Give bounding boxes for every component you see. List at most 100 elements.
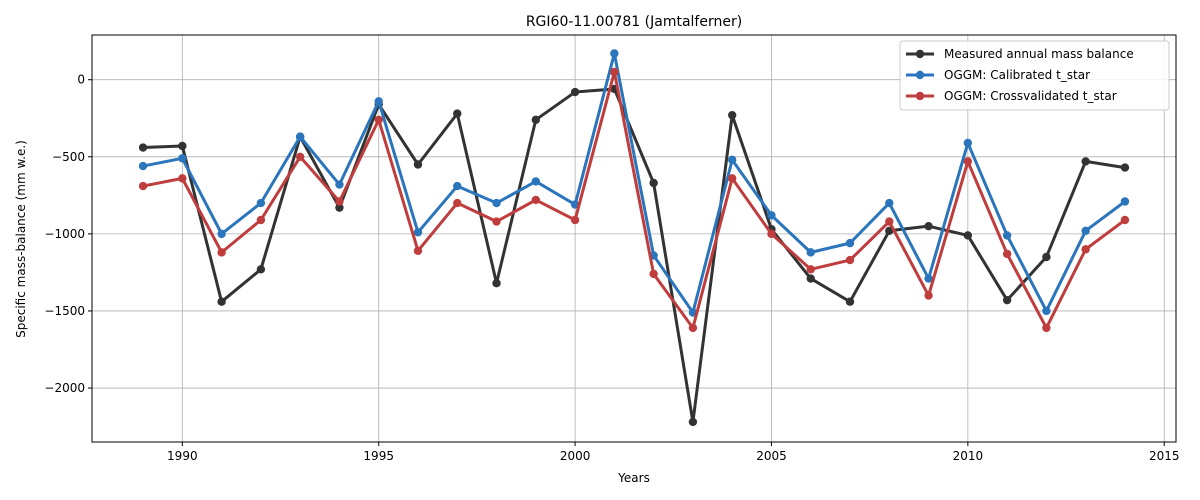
data-point	[492, 279, 501, 288]
data-point	[845, 255, 855, 265]
x-tick-label: 2000	[560, 449, 591, 463]
x-tick-label: 1995	[363, 449, 394, 463]
data-point	[413, 160, 423, 169]
data-point	[453, 181, 462, 191]
legend-label: OGGM: Calibrated t_star	[944, 68, 1090, 82]
legend-item: OGGM: Crossvalidated t_star	[906, 89, 1117, 103]
data-point	[1120, 163, 1130, 172]
series-3	[138, 67, 1130, 333]
legend-item: Measured annual mass balance	[906, 47, 1134, 61]
data-point	[963, 138, 973, 148]
data-point	[610, 67, 619, 77]
x-tick-label: 2015	[1149, 449, 1180, 463]
data-point	[374, 115, 383, 124]
data-point	[727, 174, 737, 183]
data-point	[924, 274, 933, 283]
series-line	[142, 87, 1126, 424]
chart-title: RGI60-11.00781 (Jamtalferner)	[526, 14, 742, 30]
data-point	[374, 97, 383, 106]
plot-area-frame	[91, 34, 1177, 443]
data-point	[845, 297, 855, 306]
data-point	[649, 178, 658, 188]
data-point	[1042, 306, 1051, 316]
y-tick-label: −1500	[44, 304, 85, 318]
legend-label: Measured annual mass balance	[944, 47, 1134, 61]
series-1	[138, 84, 1130, 427]
data-point	[178, 174, 187, 183]
data-point	[1042, 252, 1051, 262]
data-point	[295, 152, 305, 161]
data-point	[767, 229, 776, 239]
data-point	[138, 181, 148, 191]
data-point	[688, 417, 698, 427]
data-point	[570, 215, 580, 225]
legend-swatch-marker	[915, 91, 925, 101]
data-point	[688, 323, 698, 333]
data-point	[649, 269, 658, 279]
legend-swatch-marker	[915, 49, 925, 59]
series-2	[138, 49, 1130, 317]
data-point	[492, 217, 501, 226]
data-point	[256, 265, 266, 274]
data-point	[806, 274, 815, 283]
data-point	[610, 49, 619, 58]
legend-box	[899, 40, 1170, 111]
data-point	[806, 265, 815, 274]
data-point	[335, 197, 344, 206]
data-point	[256, 215, 266, 225]
y-tick-label: 0	[77, 73, 85, 87]
y-tick-label: −500	[52, 150, 85, 164]
data-point	[256, 198, 266, 208]
data-point	[570, 87, 580, 97]
legend-label: OGGM: Crossvalidated t_star	[944, 89, 1117, 103]
legend-swatch-marker	[915, 70, 925, 80]
x-tick-label: 2005	[756, 449, 787, 463]
data-point	[767, 211, 776, 220]
data-point	[963, 157, 973, 166]
data-point	[335, 203, 344, 212]
data-point	[885, 198, 894, 208]
data-point	[1002, 231, 1012, 240]
y-axis-ticks: −2000 −1500 −1000 −500 0	[44, 73, 92, 395]
data-point	[1002, 295, 1012, 305]
data-point	[924, 291, 933, 300]
series-line	[142, 70, 1126, 330]
data-point	[178, 154, 187, 163]
data-point	[1081, 245, 1090, 254]
data-point	[178, 141, 187, 151]
data-point	[531, 115, 541, 124]
data-point	[1120, 197, 1130, 206]
series-layer	[138, 49, 1130, 427]
data-point	[217, 248, 226, 257]
data-point	[963, 231, 973, 240]
data-point	[924, 221, 933, 231]
data-point	[1081, 157, 1090, 166]
data-point	[453, 109, 462, 118]
data-point	[295, 132, 305, 141]
data-point	[1120, 215, 1130, 225]
x-tick-label: 2010	[953, 449, 984, 463]
x-axis-ticks: 1990 1995 2000 2005 2010 2015	[167, 442, 1179, 463]
x-axis-label: Years	[617, 471, 650, 485]
data-point	[138, 143, 148, 152]
y-tick-label: −1000	[44, 227, 85, 241]
data-point	[413, 246, 423, 256]
data-point	[217, 297, 226, 306]
data-point	[531, 177, 541, 186]
y-axis-label: Specific mass-balance (mm w.e.)	[14, 140, 28, 338]
legend-item: OGGM: Calibrated t_star	[906, 68, 1090, 82]
data-point	[335, 180, 344, 189]
legend: Measured annual mass balance OGGM: Calibr…	[899, 40, 1170, 111]
data-point	[217, 229, 226, 239]
data-point	[492, 198, 501, 208]
data-point	[531, 195, 541, 205]
data-point	[1042, 323, 1051, 333]
data-point	[727, 110, 737, 120]
data-point	[138, 161, 148, 171]
data-point	[885, 217, 894, 226]
data-point	[1002, 249, 1012, 259]
series-line	[142, 52, 1126, 314]
data-point	[845, 238, 855, 248]
data-point	[727, 155, 737, 165]
